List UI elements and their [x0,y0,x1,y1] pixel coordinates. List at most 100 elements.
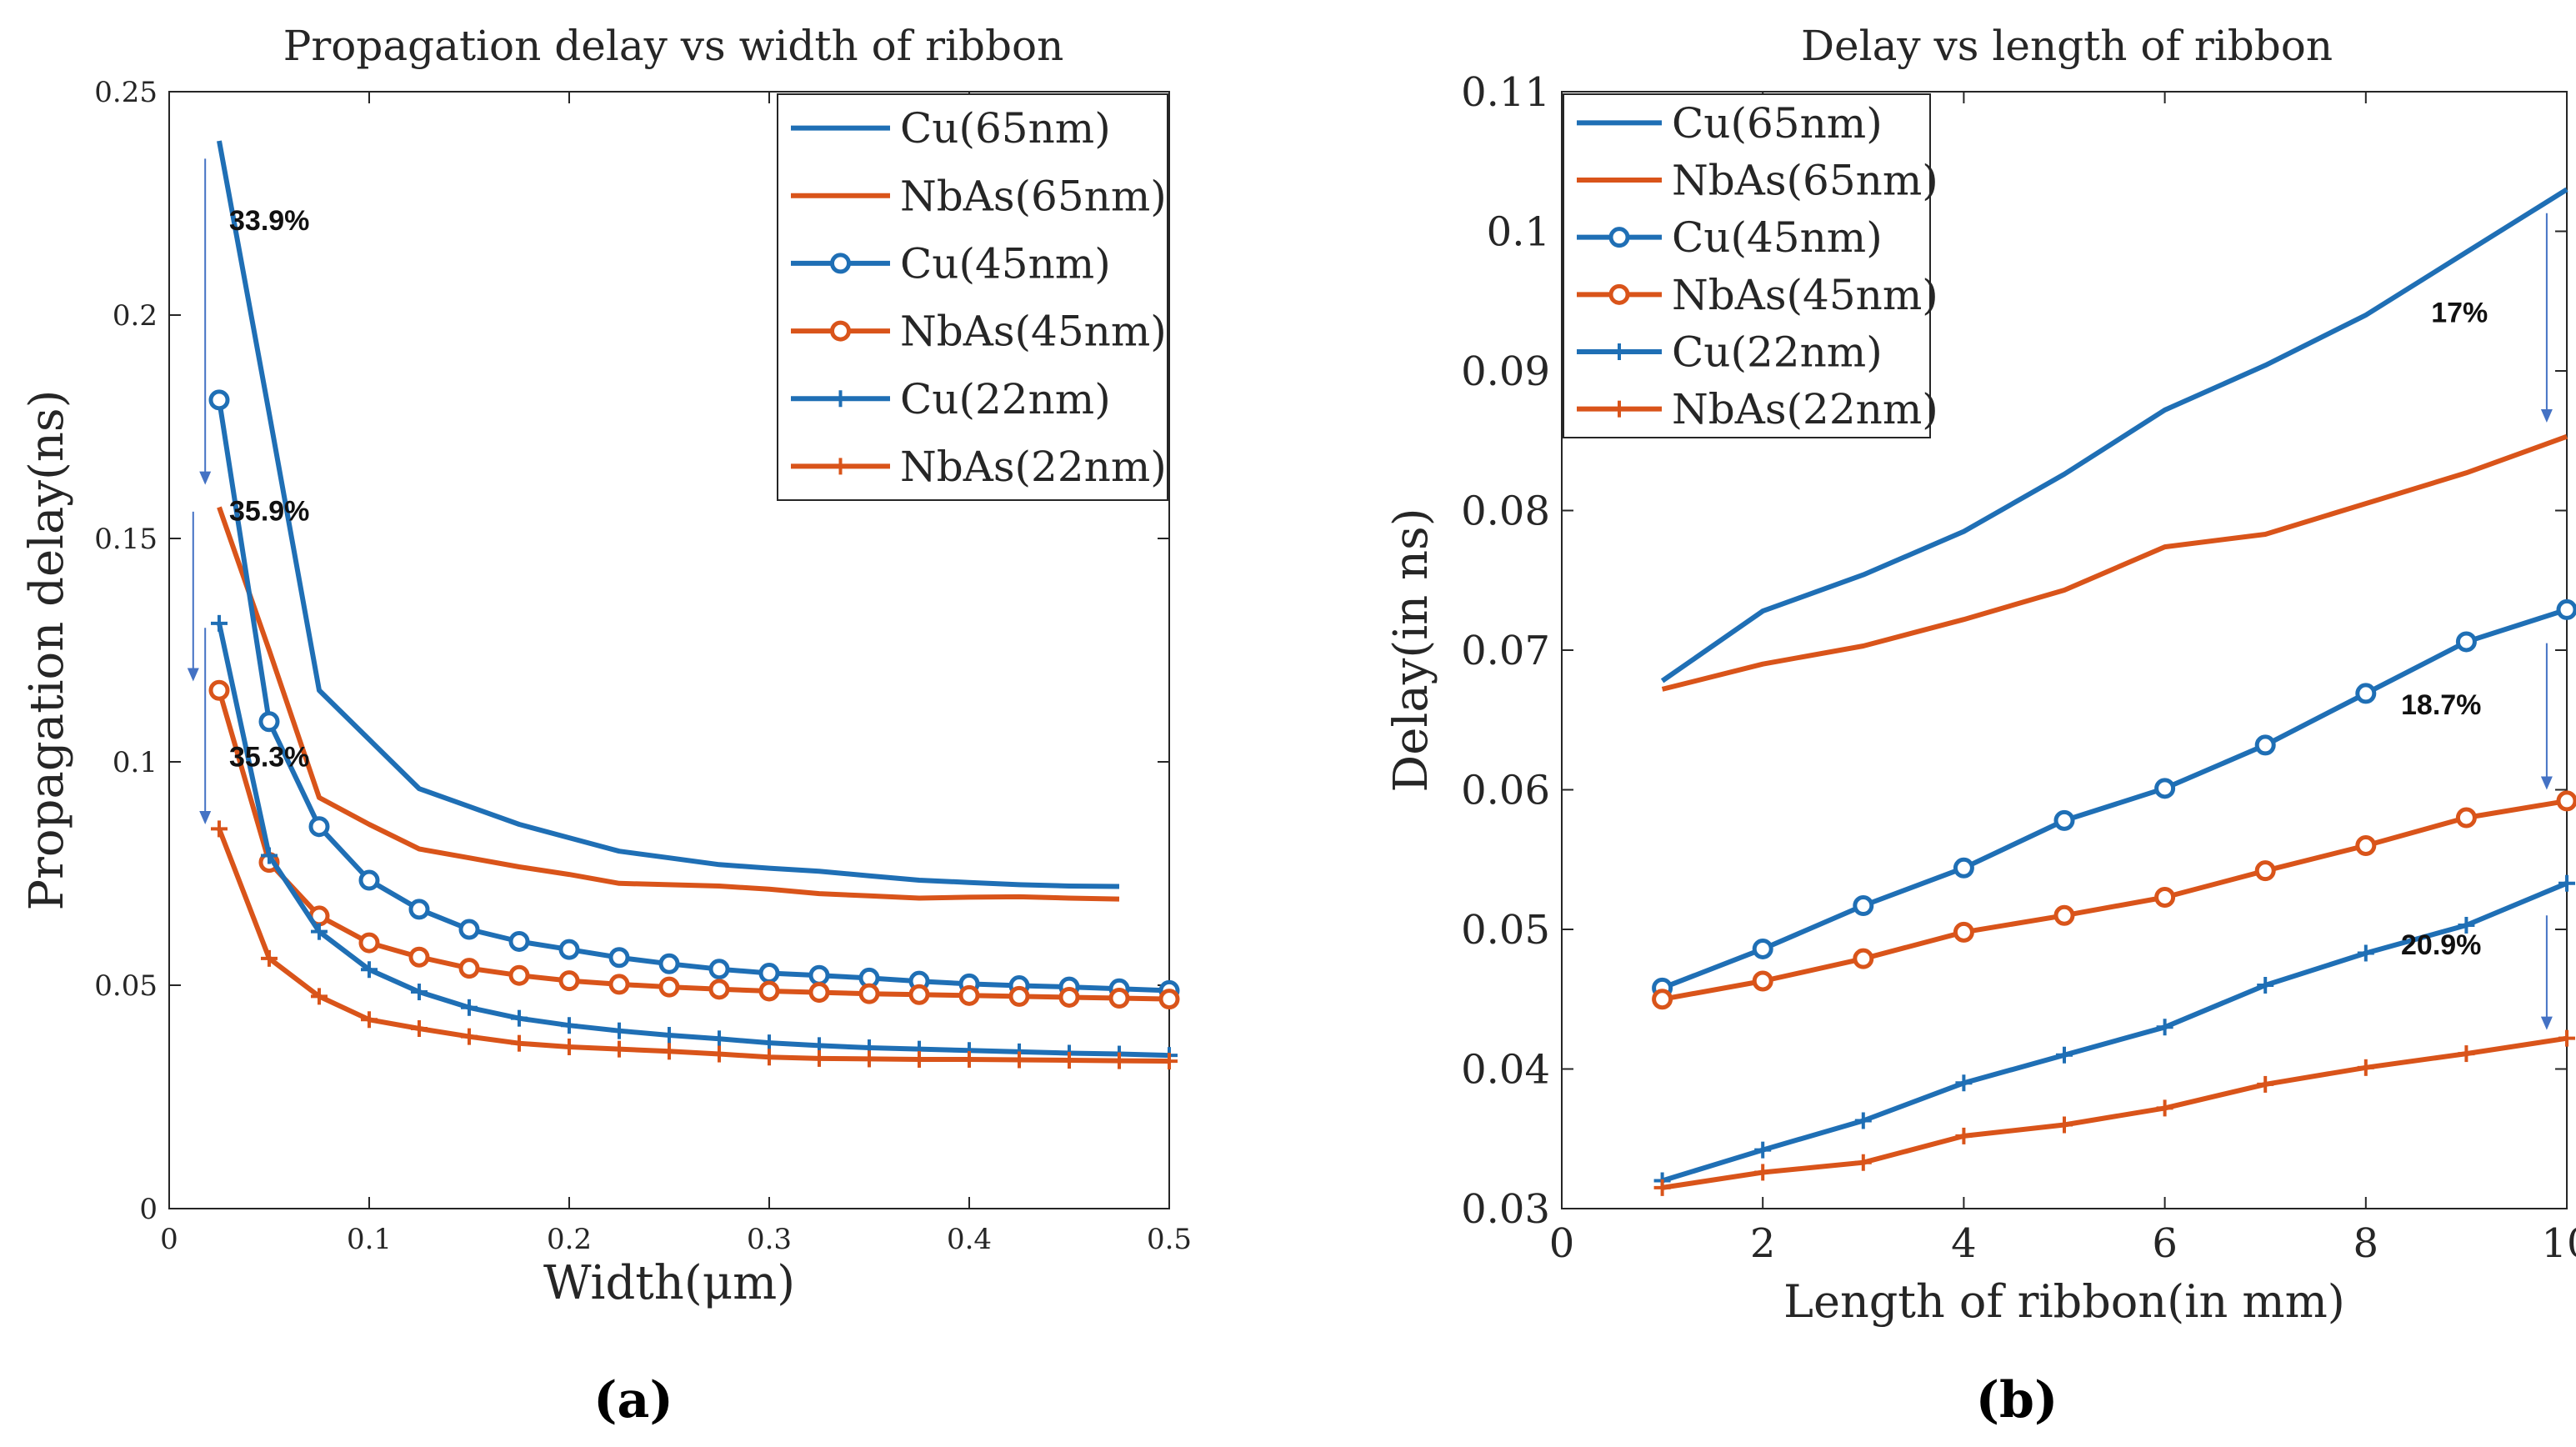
data-point [211,614,228,632]
data-point [658,976,680,998]
data-point [2558,874,2575,892]
legend-label: NbAs(65nm) [900,172,1167,220]
y-tick-label: 0.05 [1461,907,1550,954]
legend-item: NbAs(65nm) [791,172,1167,220]
data-point [711,1045,728,1063]
data-point [758,980,780,1002]
legend-marker [832,458,849,475]
x-tick-label: 4 [1951,1220,1977,1267]
data-point [2053,904,2075,926]
data-point [2355,683,2377,704]
data-point [358,869,380,891]
legend-item: NbAs(22nm) [1577,385,1938,433]
data-point [208,679,230,701]
annotation-label: 33.9% [229,205,309,237]
data-point [261,847,278,864]
data-point [2056,1116,2073,1134]
legend-item: Cu(45nm) [1577,213,1883,262]
panel-label: (b) [1976,1371,2058,1429]
data-point [1953,857,1974,879]
data-point [708,979,730,1000]
annotation-label: 35.9% [229,496,309,528]
data-point [2558,1029,2575,1047]
legend-label: NbAs(22nm) [900,443,1167,491]
data-point [1853,895,1874,917]
data-point [361,1011,378,1029]
data-point [658,953,680,974]
data-point [408,899,430,920]
series-layer [208,140,1180,1070]
data-point [608,947,630,969]
x-tick-label: 0.4 [947,1223,992,1256]
annotation-arrowhead [2540,1016,2553,1030]
annotation-arrowhead [2540,776,2553,790]
data-point [311,988,328,1005]
data-point [2257,977,2274,994]
data-point [511,1034,528,1052]
legend-marker [1611,343,1628,360]
x-tick-label: 6 [2152,1220,2178,1267]
data-point [1011,1051,1028,1069]
y-tick-label: 0.15 [94,523,158,556]
y-tick-label: 0 [139,1193,158,1226]
panel-a: Propagation delay vs width of ribbon 0 0.… [20,22,1192,1429]
data-point [1008,985,1030,1007]
data-point [861,1050,878,1068]
annotation-label: 18.7% [2401,689,2481,721]
data-point [311,923,328,940]
annotation-label: 35.3% [229,741,309,773]
data-point [2458,916,2475,934]
data-point [2458,1045,2475,1063]
chart-title: Propagation delay vs width of ribbon [283,22,1064,70]
legend-label: Cu(22nm) [1672,328,1883,377]
series-line [1661,880,2568,1184]
data-point [1653,1179,1671,1196]
data-point [1955,1074,1973,1092]
annotation-arrowhead [199,811,212,825]
y-tick-label: 0.2 [113,299,158,333]
y-tick-label: 0.07 [1461,628,1550,674]
x-tick-label: 0.3 [747,1223,792,1256]
data-point [1061,1052,1078,1069]
y-tick-label: 0.1 [113,746,158,779]
data-point [1754,1164,1772,1181]
data-point [2556,598,2576,620]
legend-item: Cu(45nm) [791,239,1111,288]
data-point [1652,989,1673,1010]
data-point [461,999,478,1016]
y-tick-label: 0.08 [1461,488,1550,534]
y-tick-label: 0.09 [1461,348,1550,395]
legend: Cu(65nm) NbAs(65nm) Cu(45nm) NbAs(45nm) Cu(2… [1563,93,1938,438]
legend-label: NbAs(22nm) [1672,385,1938,433]
data-point [2556,790,2576,812]
x-tick-label: 0.1 [347,1223,392,1256]
legend-label: Cu(22nm) [900,375,1111,423]
chart-title: Delay vs length of ribbon [1801,22,2333,70]
series-nbas-65nm [217,506,1120,902]
series-line [1660,187,2568,683]
legend-item: Cu(65nm) [1577,99,1883,148]
data-point [1058,986,1080,1008]
y-axis: 0 0.05 0.1 0.15 0.2 0.25 [94,76,1169,1226]
y-axis-label: Delay(in ns) [1384,508,1438,792]
legend-label: Cu(65nm) [1672,99,1883,148]
data-point [1158,989,1180,1010]
annotation-arrowhead [2540,408,2553,423]
legend-label: NbAs(65nm) [1672,157,1938,205]
series-layer [1652,187,2576,1196]
data-point [2257,1075,2274,1093]
data-point [1111,1052,1128,1069]
data-point [708,959,730,980]
data-point [2357,944,2374,962]
data-point [308,816,330,838]
data-point [1752,970,1773,992]
data-point [761,1049,778,1066]
x-tick-label: 0 [1549,1220,1575,1267]
data-point [2357,1059,2374,1076]
data-point [1754,1141,1772,1159]
series-cu-45nm [1652,598,2576,999]
legend-item: NbAs(45nm) [1577,271,1938,319]
series-cu-65nm [217,140,1120,889]
x-tick-label: 0.5 [1147,1223,1192,1256]
data-point [411,984,428,1001]
